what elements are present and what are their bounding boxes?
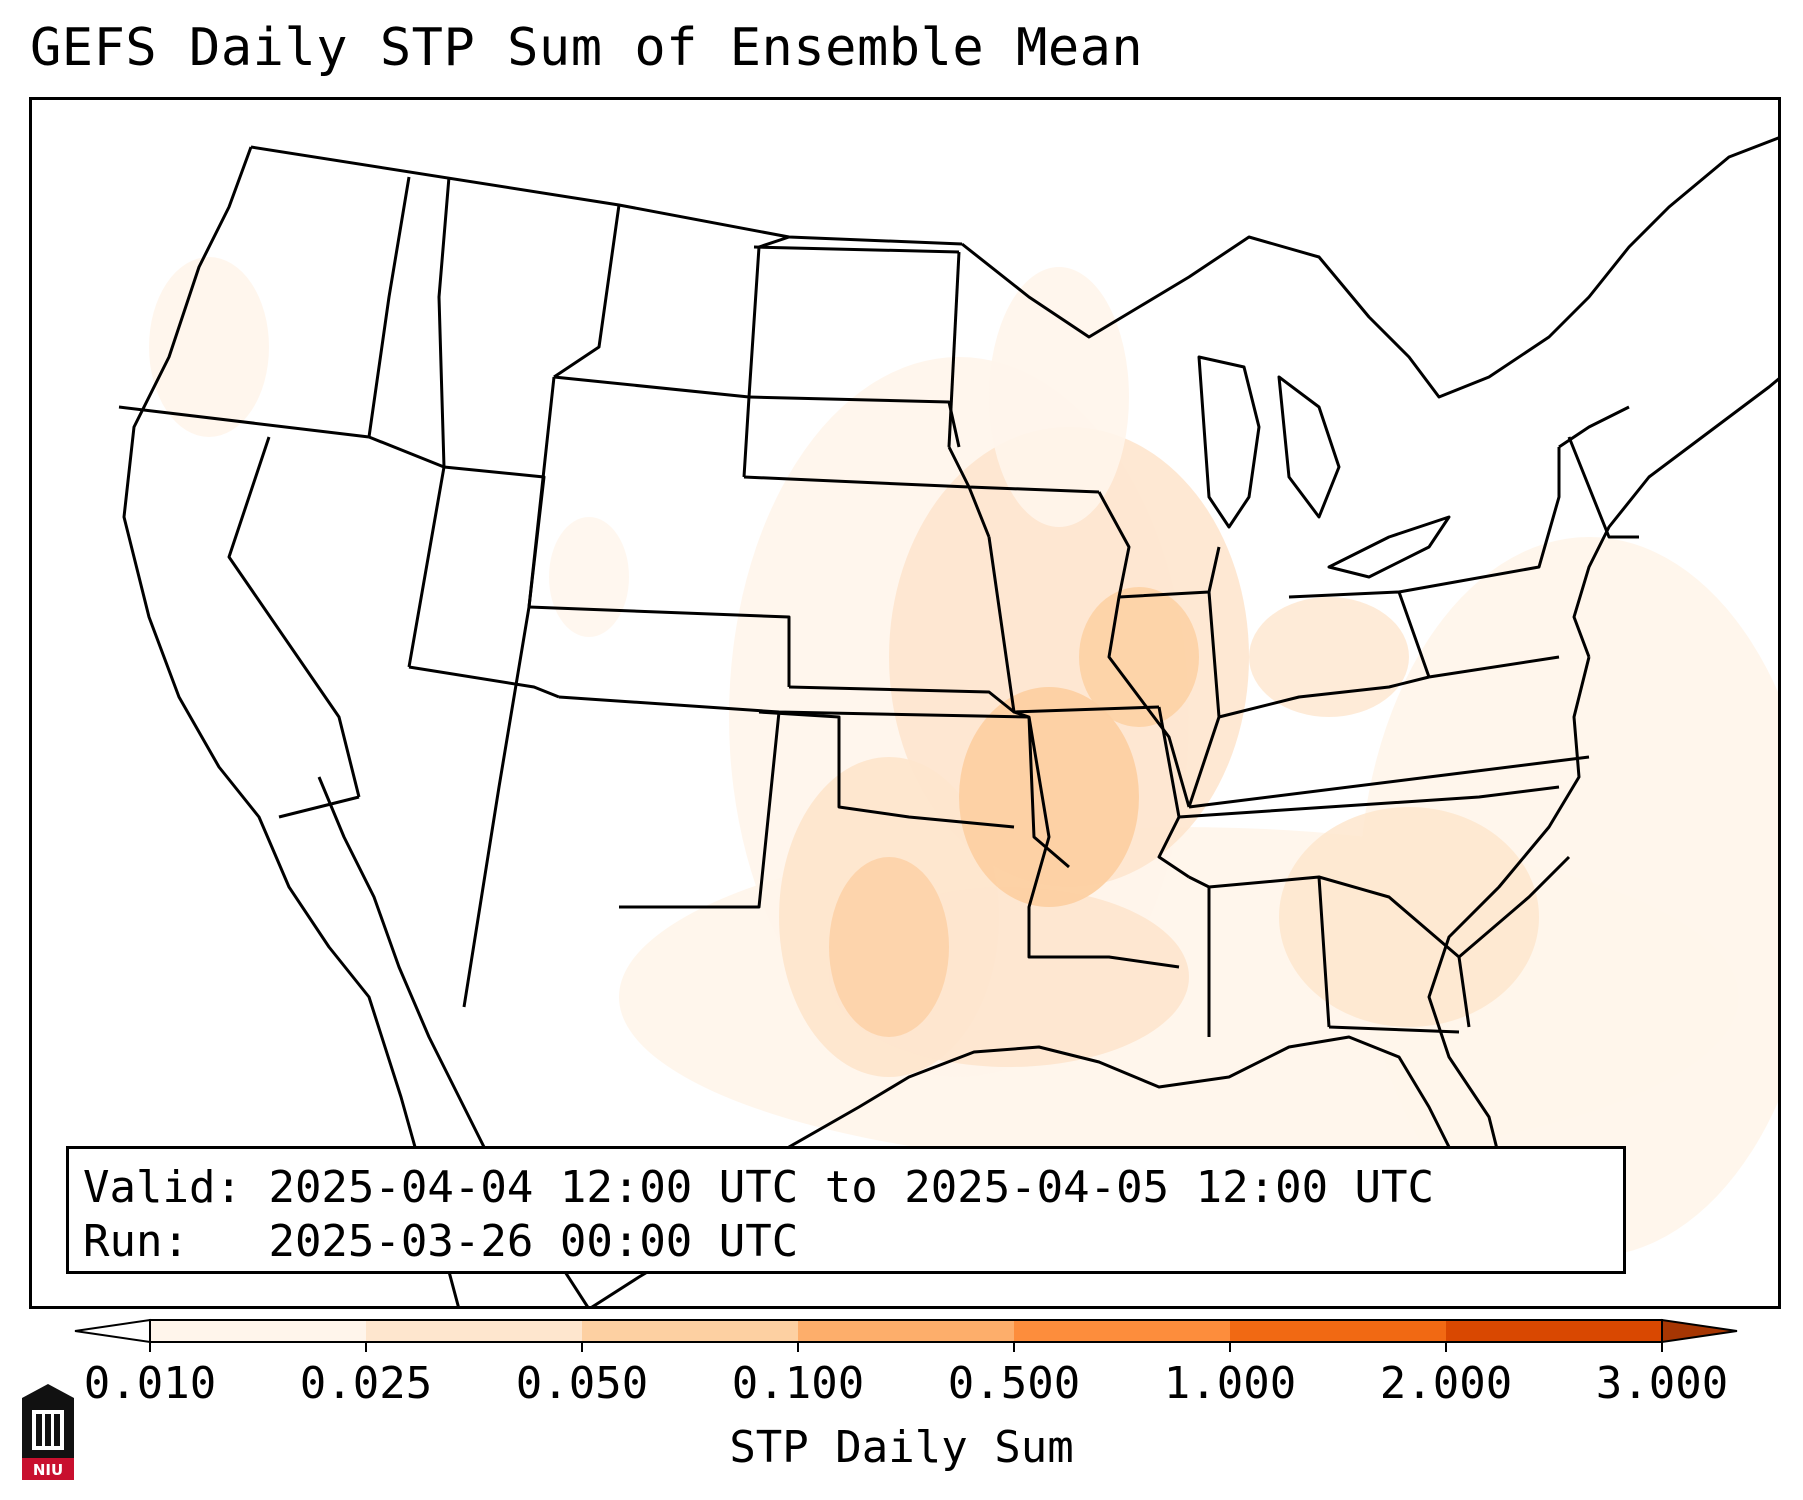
logo-text: NIU (33, 1461, 63, 1479)
stp-shading-region (959, 687, 1139, 907)
stp-shading-layer (149, 257, 1781, 1257)
colorbar-tick-label: 0.050 (515, 1358, 649, 1409)
colorbar-segment (150, 1320, 367, 1342)
colorbar (74, 1318, 1738, 1352)
us-canada-border (250, 145, 963, 246)
colorbar-label: STP Daily Sum (729, 1422, 1074, 1473)
colorbar-tick-label: 0.500 (947, 1358, 1081, 1409)
valid-value: 2025-04-04 12:00 UTC to 2025-04-05 12:00… (268, 1162, 1435, 1213)
colorbar-under-extension (74, 1318, 151, 1344)
map-panel (29, 97, 1781, 1309)
colorbar-tick-label: 3.000 (1595, 1358, 1729, 1409)
colorbar-segment (1014, 1320, 1231, 1342)
colorbar-segment (582, 1320, 799, 1342)
stp-shading-region (149, 257, 269, 437)
colorbar-segment (1230, 1320, 1447, 1342)
state-boundaries (118, 135, 1781, 1309)
colorbar-segment (798, 1320, 1015, 1342)
valid-run-info-box: Valid: 2025-04-04 12:00 UTC to 2025-04-0… (66, 1146, 1626, 1274)
colorbar-over-extension (1661, 1318, 1738, 1344)
colorbar-tick-label: 0.010 (83, 1358, 217, 1409)
map-border (29, 97, 1781, 1309)
run-value: 2025-03-26 00:00 UTC (268, 1216, 799, 1267)
stp-shading-region (989, 267, 1129, 527)
colorbar-segment (1446, 1320, 1663, 1342)
great-lakes-north (961, 135, 1781, 399)
lake-erie (1327, 515, 1451, 579)
colorbar-tick-label: 0.025 (299, 1358, 433, 1409)
colorbar-tick-label: 0.100 (731, 1358, 865, 1409)
valid-label: Valid: (83, 1162, 242, 1213)
stp-shading-region (1079, 587, 1199, 727)
texas-gulf-coast (588, 656, 1591, 1309)
colorbar-border (149, 1319, 1663, 1343)
lake-michigan (1197, 355, 1261, 529)
stp-shading-region (1359, 537, 1781, 1257)
page-title: GEFS Daily STP Sum of Ensemble Mean (30, 18, 1144, 78)
stp-shading-region (1279, 807, 1539, 1027)
lake-huron (1277, 375, 1341, 519)
east-coast (1572, 375, 1781, 658)
colorbar-tick-label: 2.000 (1379, 1358, 1513, 1409)
west-coast (122, 146, 461, 1309)
stp-shading-region (829, 857, 949, 1037)
colorbar-tick-label: 1.000 (1163, 1358, 1297, 1409)
map-svg (29, 97, 1781, 1309)
niu-castle-logo-icon: NIU (22, 1384, 74, 1480)
colorbar-segment (366, 1320, 583, 1342)
run-label: Run: (83, 1216, 189, 1267)
stp-shading-region (1249, 597, 1409, 717)
stp-shading-region (549, 517, 629, 637)
